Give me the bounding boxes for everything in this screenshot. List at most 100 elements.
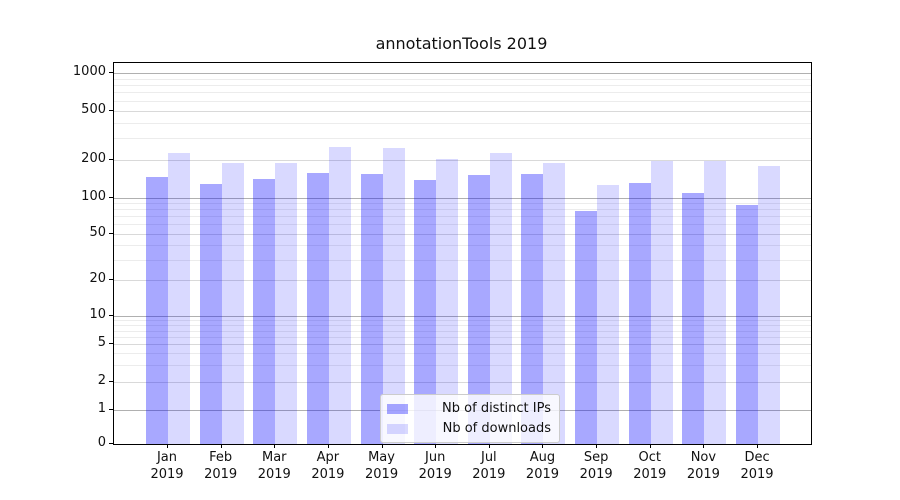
- gridline-minor: [114, 100, 811, 102]
- legend-item-downloads: Nb of downloads: [387, 421, 551, 436]
- gridline-labeled: [114, 381, 811, 383]
- gridline-labeled: [114, 160, 811, 162]
- x-tick-mark: [220, 444, 222, 448]
- x-tick-label: Jul 2019: [472, 450, 506, 482]
- x-tick-label: Aug 2019: [525, 450, 560, 482]
- x-tick-label: Feb 2019: [204, 450, 238, 482]
- bar-distinct-ips: [253, 179, 276, 444]
- x-tick-label: Nov 2019: [686, 450, 720, 482]
- gridline-minor: [114, 224, 811, 226]
- gridline-minor: [114, 244, 811, 246]
- gridline-minor: [114, 320, 811, 322]
- bar-distinct-ips: [360, 174, 383, 444]
- y-tick-label: 0: [97, 435, 106, 450]
- bar-downloads: [168, 152, 190, 444]
- x-tick-mark: [596, 444, 598, 448]
- bar-distinct-ips: [146, 177, 168, 444]
- y-tick-mark: [109, 409, 113, 410]
- y-tick-label: 1000: [72, 64, 106, 79]
- y-tick-mark: [109, 380, 113, 382]
- gridline-labeled: [114, 280, 811, 282]
- gridline-minor: [114, 122, 811, 124]
- x-tick-label: Jun 2019: [418, 450, 452, 482]
- bar-downloads: [597, 185, 620, 444]
- x-tick-mark: [703, 444, 705, 448]
- y-tick-mark: [109, 72, 113, 73]
- bar-distinct-ips: [736, 205, 759, 444]
- bar-distinct-ips: [199, 184, 222, 444]
- y-tick-mark: [109, 159, 113, 161]
- gridline-minor: [114, 85, 811, 87]
- plot-area: Nb of distinct IPs Nb of downloads: [113, 62, 812, 445]
- gridline-major: [114, 73, 811, 74]
- bar-downloads: [543, 163, 566, 444]
- y-tick-mark: [109, 343, 113, 345]
- y-tick-label: 2: [97, 372, 106, 388]
- legend-swatch-downloads: [387, 423, 408, 434]
- x-tick-label: Mar 2019: [257, 450, 291, 482]
- bar-downloads: [221, 163, 244, 444]
- x-tick-mark: [757, 444, 759, 448]
- y-tick-mark: [109, 279, 113, 281]
- y-tick-mark: [109, 232, 113, 234]
- y-tick-label: 100: [81, 189, 106, 204]
- x-tick-label: Oct 2019: [633, 450, 667, 482]
- x-tick-label: Dec 2019: [740, 450, 774, 482]
- x-tick-mark: [488, 444, 490, 448]
- gridline-minor: [114, 78, 811, 80]
- y-tick-label: 20: [89, 271, 106, 287]
- y-tick-label: 1: [97, 401, 106, 416]
- bar-distinct-ips: [575, 210, 598, 444]
- bar-distinct-ips: [521, 174, 544, 444]
- bar-downloads: [328, 146, 351, 444]
- bar-distinct-ips: [628, 183, 651, 444]
- bar-downloads: [758, 165, 781, 444]
- legend: Nb of distinct IPs Nb of downloads: [380, 394, 560, 443]
- x-tick-label: Apr 2019: [311, 450, 345, 482]
- gridline-minor: [114, 336, 811, 338]
- y-tick-label: 10: [89, 307, 106, 322]
- gridline-minor: [114, 325, 811, 327]
- x-tick-mark: [167, 444, 168, 448]
- bar-distinct-ips: [414, 180, 437, 444]
- legend-label-downloads: Nb of downloads: [442, 421, 551, 436]
- gridline-labeled: [114, 344, 811, 346]
- gridline-minor: [114, 353, 811, 355]
- gridline-minor: [114, 138, 811, 140]
- gridline-minor: [114, 209, 811, 211]
- gridline-minor: [114, 259, 811, 261]
- legend-label-distinct-ips: Nb of distinct IPs: [442, 401, 551, 416]
- y-tick-mark: [109, 315, 113, 316]
- gridline-minor: [114, 216, 811, 218]
- gridline-labeled: [114, 233, 811, 235]
- y-tick-label: 5: [97, 335, 106, 351]
- x-tick-mark: [327, 444, 329, 448]
- bar-distinct-ips: [682, 192, 705, 444]
- bar-downloads: [275, 163, 298, 444]
- chart-title: annotationTools 2019: [375, 34, 548, 53]
- gridline-minor: [114, 365, 811, 367]
- gridline-minor: [114, 92, 811, 94]
- x-tick-mark: [649, 444, 651, 448]
- x-tick-label: Jan 2019: [150, 450, 184, 482]
- bar-distinct-ips: [306, 172, 329, 444]
- bar-downloads: [650, 160, 673, 444]
- gridline-major: [114, 198, 811, 199]
- bar-downloads: [382, 147, 405, 444]
- legend-item-distinct-ips: Nb of distinct IPs: [387, 401, 551, 416]
- x-tick-mark: [381, 444, 383, 448]
- x-tick-mark: [274, 444, 276, 448]
- legend-swatch-distinct-ips: [387, 403, 408, 414]
- y-tick-label: 500: [81, 101, 106, 117]
- bar-downloads: [436, 158, 459, 444]
- y-tick-mark: [109, 197, 113, 198]
- gridline-major: [114, 316, 811, 317]
- gridline-minor: [114, 330, 811, 332]
- bar-distinct-ips: [467, 175, 490, 444]
- x-tick-label: Sep 2019: [579, 450, 613, 482]
- y-tick-label: 200: [81, 151, 106, 167]
- x-tick-mark: [435, 444, 437, 448]
- y-tick-mark: [109, 443, 113, 444]
- bar-downloads: [704, 160, 727, 444]
